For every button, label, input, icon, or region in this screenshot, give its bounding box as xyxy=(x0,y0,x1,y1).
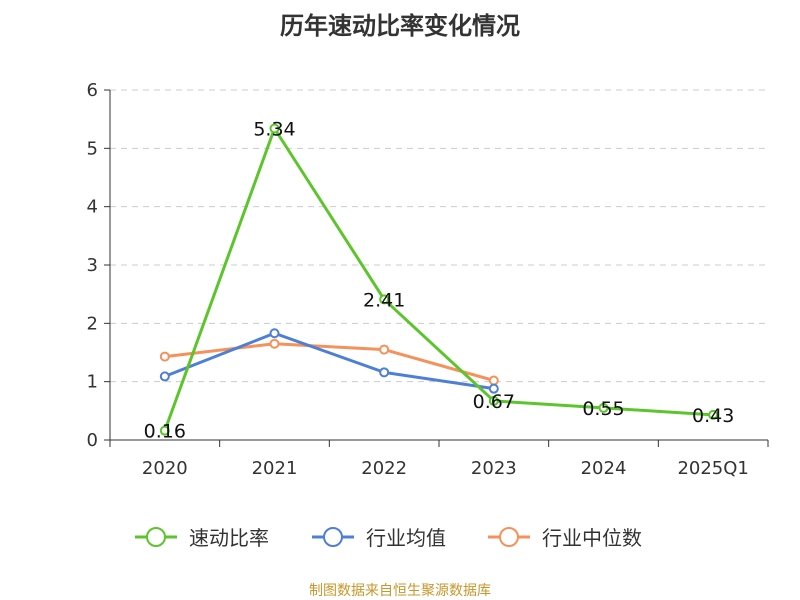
legend-marker xyxy=(146,527,166,547)
legend-item[interactable]: 行业中位数 xyxy=(488,526,642,550)
x-tick-label: 2024 xyxy=(581,458,627,479)
legend-item[interactable]: 行业均值 xyxy=(312,526,446,550)
data-label: 5.34 xyxy=(253,119,295,141)
data-point xyxy=(269,123,280,134)
x-tick-label: 2023 xyxy=(471,458,517,479)
data-point xyxy=(159,425,170,436)
data-point xyxy=(708,409,719,420)
legend-label: 行业中位数 xyxy=(542,526,642,550)
source-note: 制图数据来自恒生聚源数据库 xyxy=(309,583,491,599)
data-point xyxy=(159,351,170,362)
x-tick-label: 2025Q1 xyxy=(677,458,748,479)
y-tick-label: 6 xyxy=(87,80,98,101)
x-tick-label: 2020 xyxy=(142,458,188,479)
legend[interactable]: 速动比率 行业均值 行业中位数 xyxy=(135,526,642,550)
x-tick-label: 2021 xyxy=(252,458,298,479)
data-label: 2.41 xyxy=(363,289,405,311)
series-line xyxy=(163,127,714,432)
y-tick-label: 4 xyxy=(87,197,98,218)
data-point xyxy=(379,344,390,355)
legend-marker xyxy=(499,527,519,547)
data-label: 0.43 xyxy=(692,405,734,427)
series xyxy=(159,123,719,436)
data-point xyxy=(379,367,390,378)
data-labels: 0.16 5.34 2.41 0.67 0.55 0.43 xyxy=(144,119,735,443)
data-point xyxy=(488,395,499,406)
data-label: 0.67 xyxy=(473,391,515,413)
legend-label: 行业均值 xyxy=(366,526,446,550)
data-label: 0.16 xyxy=(144,421,186,443)
axes: 0 1 2 3 4 5 6 2020 2021 2022 2023 2024 2025Q1 xyxy=(87,80,769,479)
y-tick-label: 0 xyxy=(87,430,98,451)
series-line xyxy=(164,331,495,391)
data-point xyxy=(379,294,390,305)
data-point xyxy=(269,338,280,349)
data-point xyxy=(488,375,499,386)
y-tick-label: 3 xyxy=(87,255,98,276)
chart-title: 历年速动比率变化情况 xyxy=(280,12,520,40)
data-point xyxy=(269,328,280,339)
legend-item[interactable]: 速动比率 xyxy=(135,526,269,550)
gridlines xyxy=(110,89,768,383)
data-point xyxy=(488,383,499,394)
y-tick-label: 1 xyxy=(87,372,98,393)
y-tick-label: 2 xyxy=(87,313,98,334)
x-tick-label: 2022 xyxy=(361,458,407,479)
data-point xyxy=(598,402,609,413)
data-point xyxy=(159,371,170,382)
series-line xyxy=(164,342,495,382)
legend-label: 速动比率 xyxy=(189,526,269,550)
line-chart: 0 1 2 3 4 5 6 2020 2021 2022 2023 2024 2025Q1 0.16 5.… xyxy=(87,80,769,550)
data-label: 0.55 xyxy=(582,398,624,420)
y-tick-label: 5 xyxy=(87,138,98,159)
legend-marker xyxy=(323,527,343,547)
